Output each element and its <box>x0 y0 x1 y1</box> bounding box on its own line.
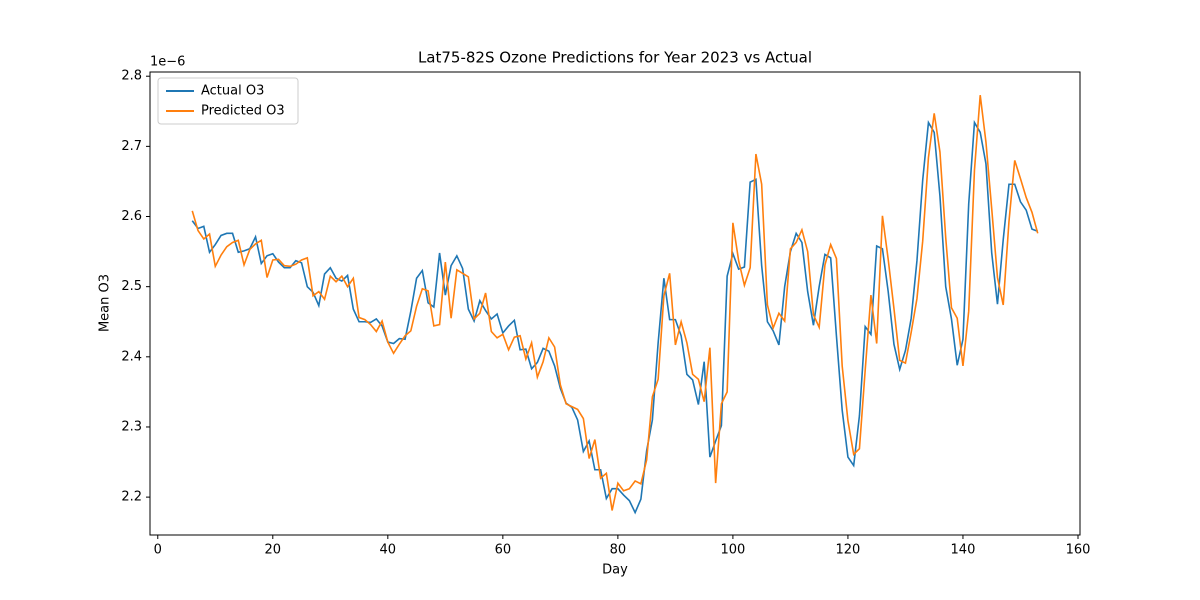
legend-label: Predicted O3 <box>201 104 285 119</box>
x-tick-label: 0 <box>154 543 162 558</box>
x-tick-label: 140 <box>951 543 976 558</box>
x-tick-label: 40 <box>380 543 397 558</box>
y-tick-label: 2.2 <box>121 490 142 505</box>
y-tick-label: 2.7 <box>121 139 142 154</box>
data-line <box>191 95 1039 511</box>
x-tick-label: 120 <box>836 543 861 558</box>
data-line <box>191 119 1039 515</box>
y-tick-label: 2.5 <box>121 279 142 294</box>
legend-label: Actual O3 <box>201 84 264 99</box>
legend-box <box>157 77 299 125</box>
y-tick-label: 2.4 <box>121 349 142 364</box>
y-tick-label: 2.3 <box>121 419 142 434</box>
y-offset-label: 1e−6 <box>150 55 185 70</box>
x-tick-label: 100 <box>720 543 745 558</box>
x-axis-label: Day <box>602 563 628 578</box>
y-axis-label: Mean O3 <box>98 274 113 332</box>
y-tick-label: 2.8 <box>121 69 142 84</box>
chart-title: Lat75-82S Ozone Predictions for Year 202… <box>418 49 812 67</box>
x-tick-label: 60 <box>495 543 512 558</box>
x-tick-label: 160 <box>1066 543 1091 558</box>
plot-frame <box>149 71 1081 536</box>
x-tick-label: 80 <box>610 543 627 558</box>
y-tick-label: 2.6 <box>121 209 142 224</box>
x-tick-label: 20 <box>265 543 282 558</box>
